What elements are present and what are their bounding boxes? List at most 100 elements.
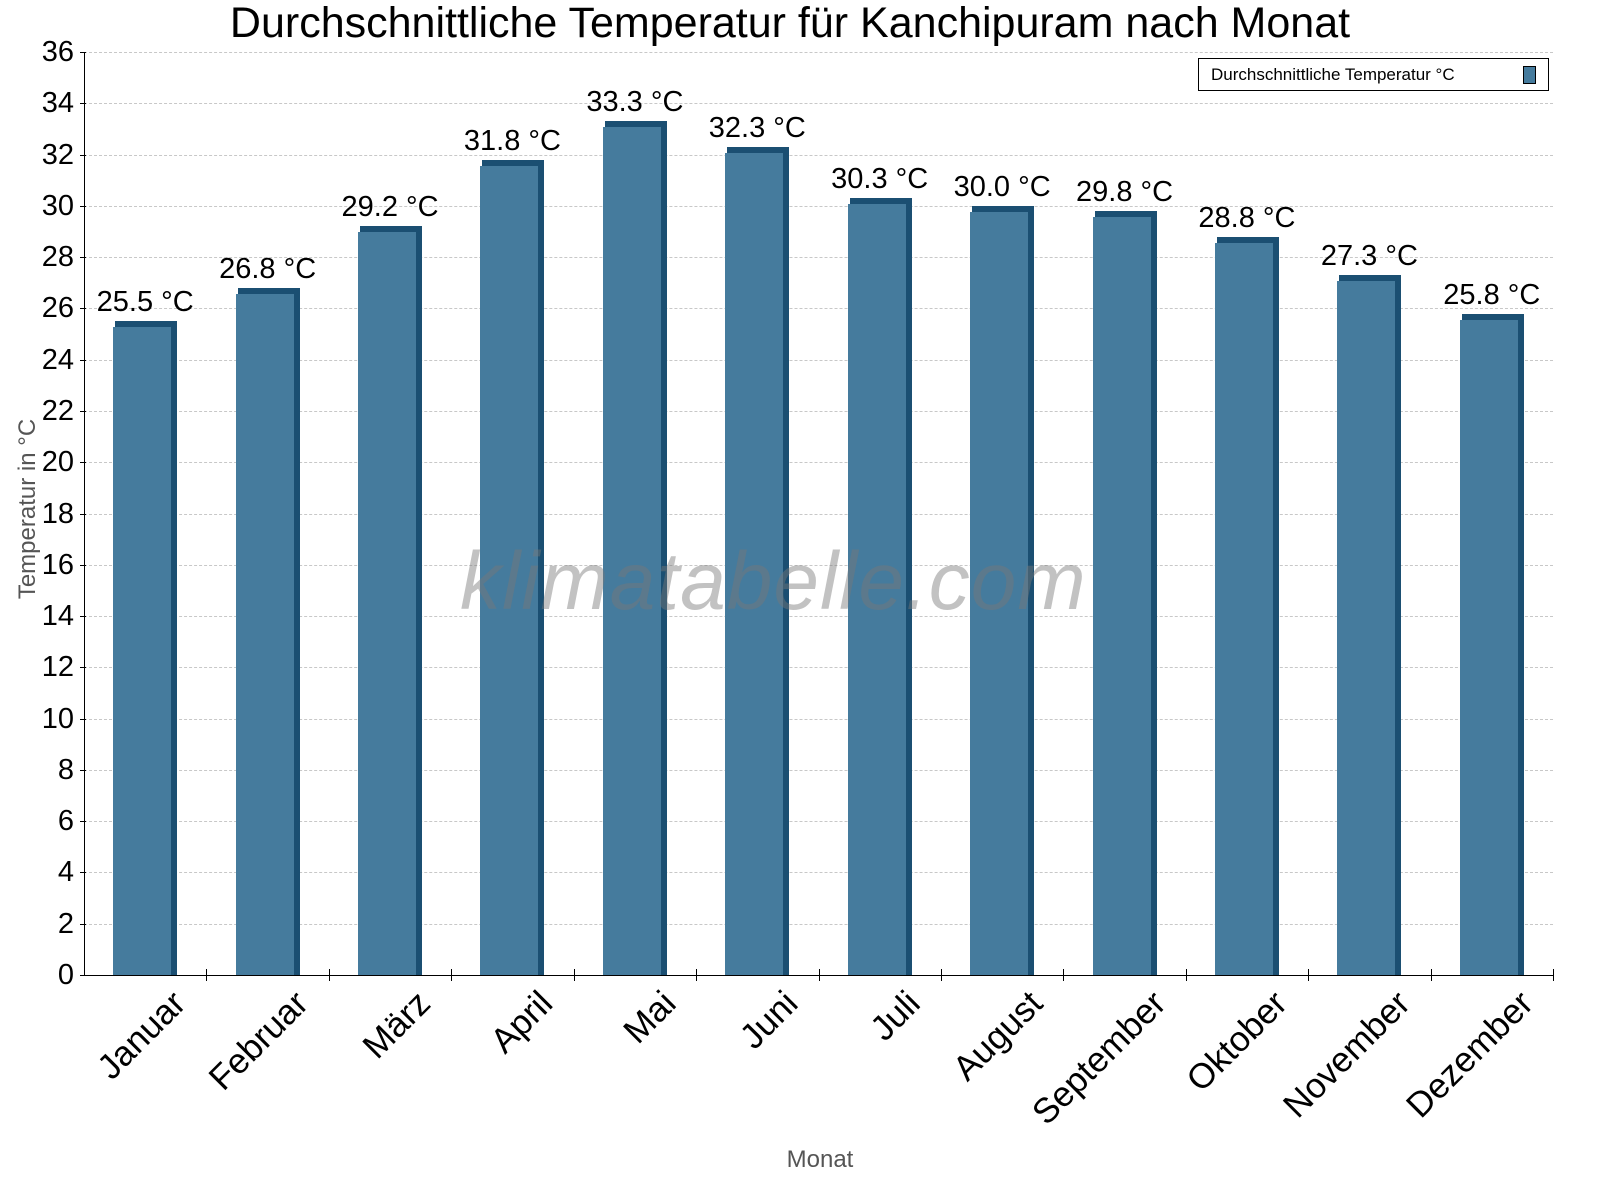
grid-line [84, 718, 1553, 720]
bar-top-face [1461, 313, 1520, 320]
value-label: 31.8 °C [463, 124, 561, 157]
bar-juni[interactable] [725, 152, 784, 975]
y-tick-mark [80, 923, 86, 925]
y-tick-label: 8 [57, 753, 74, 786]
grid-line [84, 52, 1553, 53]
grid-line [84, 103, 1553, 105]
x-tick-mark [328, 969, 330, 981]
y-tick-label: 20 [41, 446, 74, 479]
x-tick-label: Juni [732, 983, 806, 1057]
bar-top-face [237, 287, 296, 294]
x-tick-mark [818, 969, 820, 981]
bar-januar[interactable] [113, 327, 172, 975]
grid-line [84, 359, 1553, 361]
x-tick-label: Februar [201, 983, 316, 1098]
bar-top-face [604, 121, 663, 128]
bar-side-face [1272, 236, 1279, 975]
y-tick-label: 4 [57, 856, 74, 889]
grid-line [84, 872, 1553, 874]
x-tick-label: Dezember [1398, 983, 1541, 1126]
x-tick-label: Januar [90, 983, 194, 1087]
bar-november[interactable] [1337, 281, 1396, 975]
bar-side-face [905, 198, 912, 975]
y-tick-label: 26 [41, 292, 74, 325]
bar-side-face [1028, 205, 1035, 975]
value-label: 30.0 °C [953, 170, 1051, 203]
bar-side-face [1150, 210, 1157, 975]
bar-side-face [416, 226, 423, 975]
y-tick-label: 30 [41, 189, 74, 222]
x-tick-mark [696, 969, 698, 981]
bar-side-face [538, 159, 545, 975]
bar-top-face [1094, 210, 1153, 217]
x-tick-label: Oktober [1179, 983, 1295, 1100]
bar-märz[interactable] [358, 232, 417, 975]
y-tick-label: 6 [57, 805, 74, 838]
bar-september[interactable] [1092, 216, 1151, 975]
grid-line [84, 257, 1553, 259]
x-tick-mark [1308, 969, 1310, 981]
y-tick-mark [80, 616, 86, 618]
grid-line [84, 154, 1553, 156]
y-tick-mark [80, 52, 86, 53]
bar-side-face [171, 321, 178, 975]
bar-top-face [972, 205, 1031, 212]
x-tick-mark [1553, 969, 1554, 981]
y-tick-label: 24 [41, 343, 74, 376]
value-label: 26.8 °C [219, 252, 317, 285]
x-tick-mark [451, 969, 453, 981]
bar-top-face [1216, 236, 1275, 243]
y-tick-label: 36 [41, 36, 74, 68]
y-tick-label: 2 [57, 907, 74, 940]
y-tick-mark [80, 205, 86, 207]
x-tick-mark [206, 969, 208, 981]
y-tick-label: 0 [57, 959, 74, 991]
grid-line [84, 616, 1553, 618]
y-tick-label: 18 [41, 497, 74, 530]
value-label: 33.3 °C [586, 86, 684, 119]
value-label: 25.8 °C [1443, 278, 1541, 311]
grid-line [84, 923, 1553, 925]
y-tick-mark [80, 564, 86, 566]
watermark: klimatabelle.com [460, 536, 1087, 627]
y-tick-mark [80, 872, 86, 874]
legend: Durchschnittliche Temperatur °C [1198, 58, 1549, 91]
bar-juli[interactable] [847, 204, 906, 975]
y-tick-label: 14 [41, 600, 74, 633]
x-axis-title: Monat [786, 1146, 854, 1173]
chart-title: Durchschnittliche Temperatur für Kanchip… [229, 0, 1351, 47]
y-tick-mark [80, 718, 86, 720]
value-label: 27.3 °C [1320, 240, 1418, 273]
y-tick-mark [80, 410, 86, 412]
grid-line [84, 513, 1553, 515]
grid-line [84, 821, 1553, 823]
y-tick-mark [80, 667, 86, 669]
bar-oktober[interactable] [1214, 242, 1273, 975]
bar-side-face [783, 146, 790, 975]
bar-dezember[interactable] [1459, 319, 1518, 975]
grid-line [84, 308, 1553, 310]
y-tick-mark [80, 103, 86, 105]
x-tick-label: November [1276, 983, 1418, 1126]
bar-februar[interactable] [235, 293, 294, 975]
y-tick-label: 10 [41, 702, 74, 735]
x-tick-mark [1063, 969, 1065, 981]
bar-august[interactable] [970, 211, 1029, 975]
value-label: 32.3 °C [708, 111, 806, 144]
x-tick-mark [573, 969, 575, 981]
y-tick-label: 32 [41, 138, 74, 171]
bar-top-face [482, 159, 541, 166]
y-tick-label: 12 [41, 651, 74, 684]
y-tick-label: 28 [41, 241, 74, 274]
grid-line [84, 667, 1553, 669]
x-tick-label: Mai [615, 983, 684, 1052]
x-tick-label: Juli [862, 983, 928, 1049]
bar-april[interactable] [480, 165, 539, 975]
bar-mai[interactable] [602, 127, 661, 975]
x-tick-mark [1430, 969, 1432, 981]
y-tick-mark [80, 257, 86, 259]
bar-top-face [727, 146, 786, 153]
value-label: 25.5 °C [96, 286, 194, 319]
y-tick-mark [80, 462, 86, 464]
value-label: 30.3 °C [831, 163, 929, 196]
